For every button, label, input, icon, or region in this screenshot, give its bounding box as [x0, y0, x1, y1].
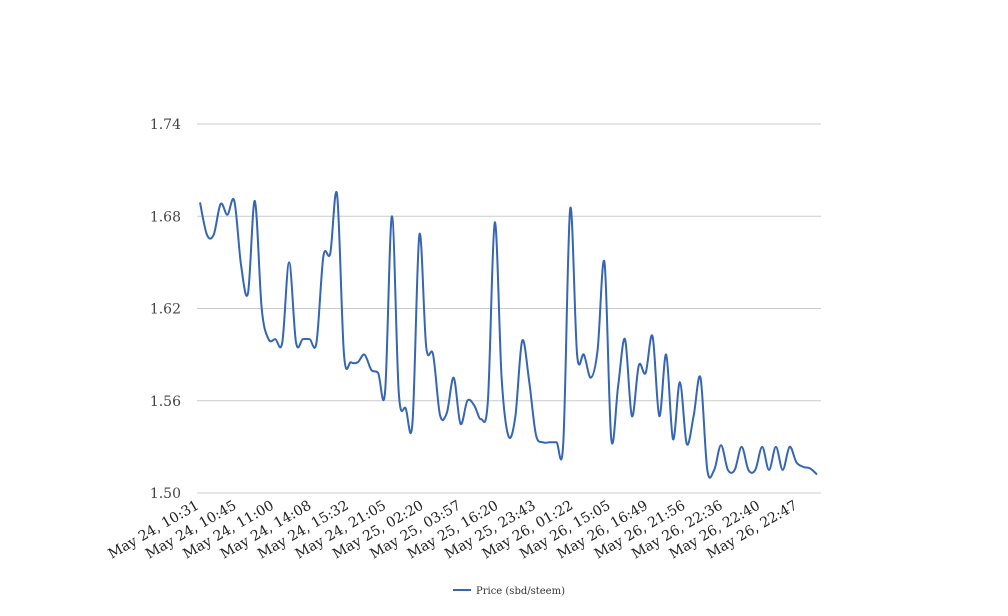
legend-label: Price (sbd/steem) [476, 586, 565, 597]
series-layer [199, 190, 818, 479]
legend: Price (sbd/steem) [453, 586, 565, 597]
y-tick-label: 1.56 [150, 394, 181, 410]
y-tick-label: 1.62 [150, 302, 181, 318]
series-line-price [199, 190, 818, 479]
y-tick-label: 1.74 [150, 117, 181, 133]
y-tick-label: 1.50 [150, 486, 181, 502]
y-axis-ticks: 1.50 1.56 1.62 1.68 1.74 [150, 117, 181, 502]
y-tick-label: 1.68 [150, 209, 181, 225]
gridlines [197, 123, 821, 494]
